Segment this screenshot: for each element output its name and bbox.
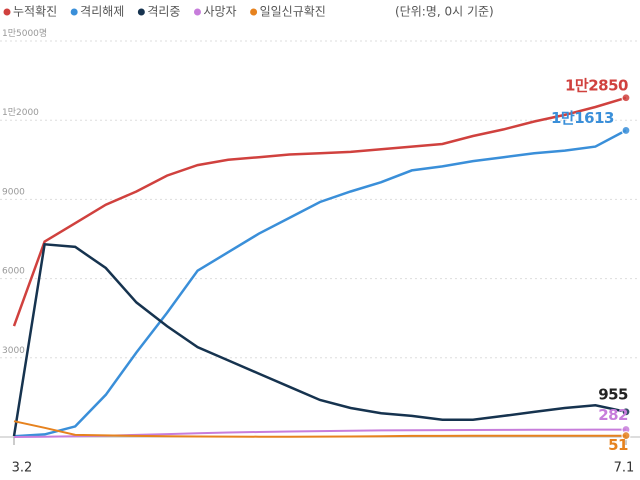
- end-label: 955: [598, 385, 628, 403]
- legend-label: 격리중: [147, 5, 180, 19]
- end-label: 1만1613: [551, 109, 614, 127]
- legend-marker: [70, 8, 78, 16]
- series-line: [13, 420, 626, 438]
- y-tick-label: 6000: [2, 267, 25, 277]
- x-tick-label: 3.2: [12, 461, 33, 476]
- end-point: [621, 93, 631, 103]
- unit-note: (단위:명, 0시 기준): [395, 5, 494, 19]
- y-tick-label: 3000: [2, 346, 25, 356]
- end-label: 51: [608, 436, 628, 454]
- y-tick-label: 1만2000: [2, 107, 39, 118]
- legend-label: 격리해제: [80, 5, 124, 19]
- legend-marker: [193, 8, 201, 16]
- end-label: 1만2850: [565, 76, 628, 94]
- legend-marker: [3, 8, 11, 16]
- x-tick-label: 7.1: [614, 461, 635, 476]
- y-tick-label: 9000: [2, 187, 25, 197]
- end-point: [621, 431, 631, 441]
- legend-label: 일일신규확진: [260, 5, 326, 19]
- legend-label: 사망자: [203, 5, 236, 19]
- series-line: [13, 129, 627, 438]
- end-label: 282: [598, 406, 628, 424]
- series-line: [12, 242, 627, 437]
- end-point: [621, 407, 631, 417]
- series-line: [12, 96, 627, 327]
- legend-label: 누적확진: [13, 5, 57, 19]
- legend-marker: [250, 8, 258, 16]
- y-tick-label: 1만5000명: [2, 28, 47, 39]
- end-point: [621, 125, 631, 136]
- legend-marker: [137, 8, 145, 16]
